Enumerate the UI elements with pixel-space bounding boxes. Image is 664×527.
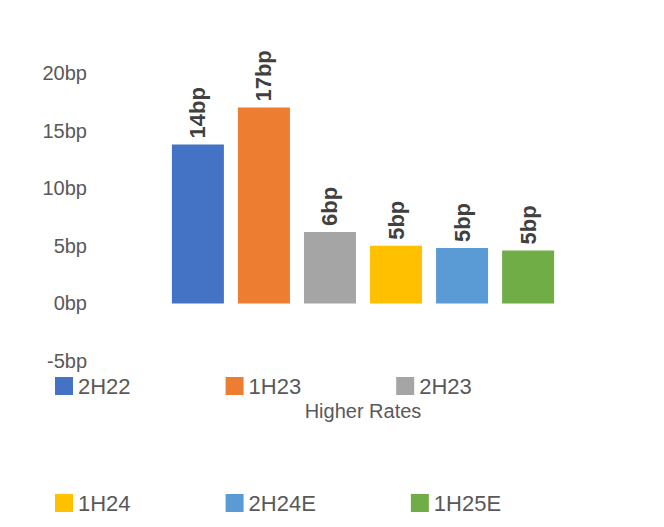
svg-text:Higher Rates: Higher Rates <box>305 400 422 422</box>
svg-text:6bp: 6bp <box>317 187 342 226</box>
svg-text:15bp: 15bp <box>43 120 88 142</box>
svg-text:10bp: 10bp <box>43 177 88 199</box>
svg-text:5bp: 5bp <box>450 203 475 242</box>
svg-text:5bp: 5bp <box>516 205 541 244</box>
svg-text:5bp: 5bp <box>54 235 87 257</box>
svg-text:2H23: 2H23 <box>419 374 472 399</box>
svg-text:5bp: 5bp <box>384 201 409 240</box>
svg-text:14bp: 14bp <box>185 87 210 138</box>
svg-text:-5bp: -5bp <box>47 350 87 372</box>
svg-text:0bp: 0bp <box>54 292 87 314</box>
svg-text:1H24: 1H24 <box>78 491 131 516</box>
svg-text:2H22: 2H22 <box>78 374 131 399</box>
svg-text:20bp: 20bp <box>43 62 88 84</box>
svg-text:1H23: 1H23 <box>249 374 302 399</box>
svg-text:2H24E: 2H24E <box>249 491 316 516</box>
svg-text:1H25E: 1H25E <box>434 491 501 516</box>
svg-text:17bp: 17bp <box>251 50 276 101</box>
